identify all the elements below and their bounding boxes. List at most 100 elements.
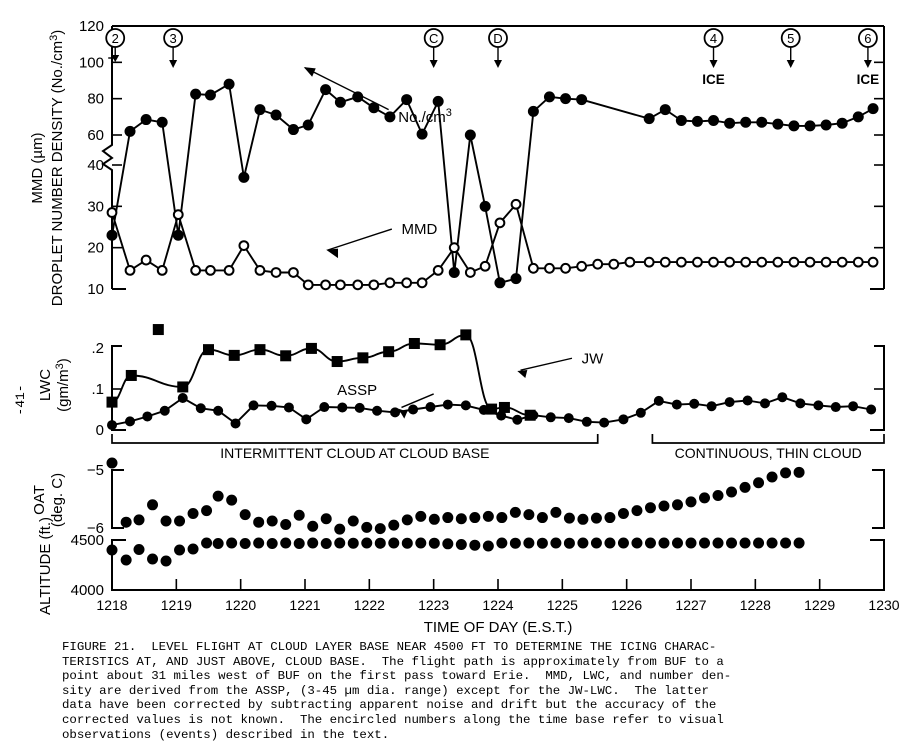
panel3-ylabel-units: (deg. C)	[49, 473, 66, 527]
altitude-datapoint	[133, 544, 145, 555]
assp-datapoint	[230, 418, 241, 429]
number-density-datapoint	[494, 277, 506, 289]
jw-datapoint	[383, 346, 395, 358]
jw-datapoint	[254, 344, 266, 356]
altitude-datapoint	[617, 537, 629, 549]
oat-datapoint	[415, 510, 427, 522]
panel1-ytick-label: 100	[79, 54, 104, 71]
assp-datapoint	[478, 404, 489, 415]
altitude-datapoint	[536, 537, 548, 549]
jw-datapoint	[331, 356, 343, 368]
number-density-datapoint	[510, 273, 522, 285]
oat-datapoint	[496, 512, 508, 524]
jw-datapoint	[228, 349, 240, 361]
jw-datapoint	[305, 342, 317, 354]
altitude-datapoint	[347, 537, 359, 549]
assp-datapoint	[159, 405, 170, 416]
assp-datapoint	[689, 398, 700, 409]
xtick-label: 1226	[611, 597, 642, 613]
oat-datapoint	[388, 519, 400, 531]
mmd-datapoint	[270, 267, 282, 278]
altitude-datapoint	[631, 537, 643, 549]
mmd-datapoint	[368, 279, 380, 291]
panel3-ylabel-oat: OAT	[31, 485, 48, 515]
assp-datapoint	[125, 416, 136, 427]
altitude-datapoint	[644, 537, 656, 549]
panel1-series-line-Nocm3	[111, 83, 875, 284]
number-density-datapoint	[432, 95, 444, 107]
assp-datapoint	[581, 416, 592, 427]
oat-datapoint	[509, 506, 521, 518]
xtick-label: 1219	[161, 597, 192, 613]
oat-datapoint	[239, 509, 251, 521]
altitude-datapoint	[550, 537, 562, 549]
page-number-group: -41-	[13, 384, 28, 415]
oat-datapoint	[590, 512, 602, 524]
mmd-datapoint	[334, 279, 346, 291]
number-density-datapoint	[479, 200, 491, 212]
panel2-ylabel-units: (gm/m3)	[54, 358, 72, 412]
assp-datapoint	[777, 392, 788, 403]
number-density-datapoint	[576, 94, 588, 106]
assp-datapoint	[213, 405, 224, 416]
number-density-datapoint	[464, 129, 476, 141]
xtick-label: 1227	[675, 597, 706, 613]
mmd-datapoint	[740, 256, 752, 268]
panel2-right-axis	[870, 344, 885, 431]
xtick-label: 1223	[418, 597, 449, 613]
mmd-datapoint	[384, 277, 396, 289]
number-density-datapoint	[172, 229, 184, 241]
panel4-ylabel-altitude: ALTITUDE (ft.)	[37, 517, 54, 615]
assp-datapoint	[425, 402, 436, 413]
altitude-datapoint	[212, 538, 224, 549]
panel2-axis-titles: LWC (gm/m3)	[37, 358, 72, 412]
mmd-datapoint	[527, 262, 539, 274]
altitude-datapoint	[482, 540, 494, 552]
mmd-datapoint	[820, 256, 832, 268]
panel-droplet-number-density: 10 20 30 40 60 80 100 120 No./cm3 MMD	[79, 18, 885, 298]
number-density-datapoint	[867, 103, 879, 115]
oat-datapoint	[644, 502, 656, 514]
mmd-datapoint	[724, 256, 735, 268]
number-density-datapoint	[527, 105, 539, 117]
number-density-datapoint	[156, 116, 168, 128]
assp-arrowhead	[398, 408, 408, 419]
altitude-datapoint	[374, 537, 386, 549]
xaxis-label: TIME OF DAY (E.S.T.)	[424, 619, 573, 636]
altitude-datapoint	[496, 537, 508, 549]
event-markers: 2 3 C D 4 ICE 5 6 ICE	[105, 28, 879, 87]
assp-datapoint	[742, 395, 753, 406]
mmd-datapoint	[510, 198, 522, 210]
jw-arrowhead	[517, 369, 528, 378]
altitude-datapoint	[120, 554, 132, 566]
event-marker-label-4: 4	[710, 31, 717, 46]
mmd-datapoint	[659, 256, 671, 268]
jw-datapoint	[177, 381, 189, 393]
panel3-right-axis	[872, 469, 885, 529]
assp-datapoint	[248, 400, 259, 411]
oat-datapoint	[120, 516, 132, 528]
altitude-datapoint	[401, 537, 413, 549]
assp-datapoint	[512, 414, 523, 425]
oat-datapoint	[428, 513, 440, 525]
mmd-datapoint	[560, 262, 571, 274]
mmd-datapoint	[494, 217, 506, 229]
altitude-datapoint	[239, 538, 251, 549]
no-cm3-arrowhead	[303, 67, 316, 77]
oat-datapoint	[726, 486, 738, 498]
annotation-assp: ASSP	[337, 382, 377, 399]
jw-leader	[520, 357, 573, 371]
number-density-datapoint	[270, 109, 282, 121]
oat-datapoint	[604, 512, 616, 524]
mmd-datapoint	[708, 256, 719, 268]
altitude-datapoint	[726, 537, 738, 549]
panel4-ytick-label: 4000	[71, 582, 104, 599]
panel-oat: −6 −5	[87, 457, 885, 537]
altitude-datapoint	[780, 537, 792, 549]
xtick-label: 1222	[354, 597, 385, 613]
mmd-datapoint	[592, 258, 604, 270]
mmd-datapoint	[352, 279, 364, 291]
panel1-ylabel-mmd: MMD (µm)	[29, 132, 46, 203]
altitude-datapoint	[334, 537, 346, 549]
panel2-ytick-label: .2	[91, 340, 104, 357]
